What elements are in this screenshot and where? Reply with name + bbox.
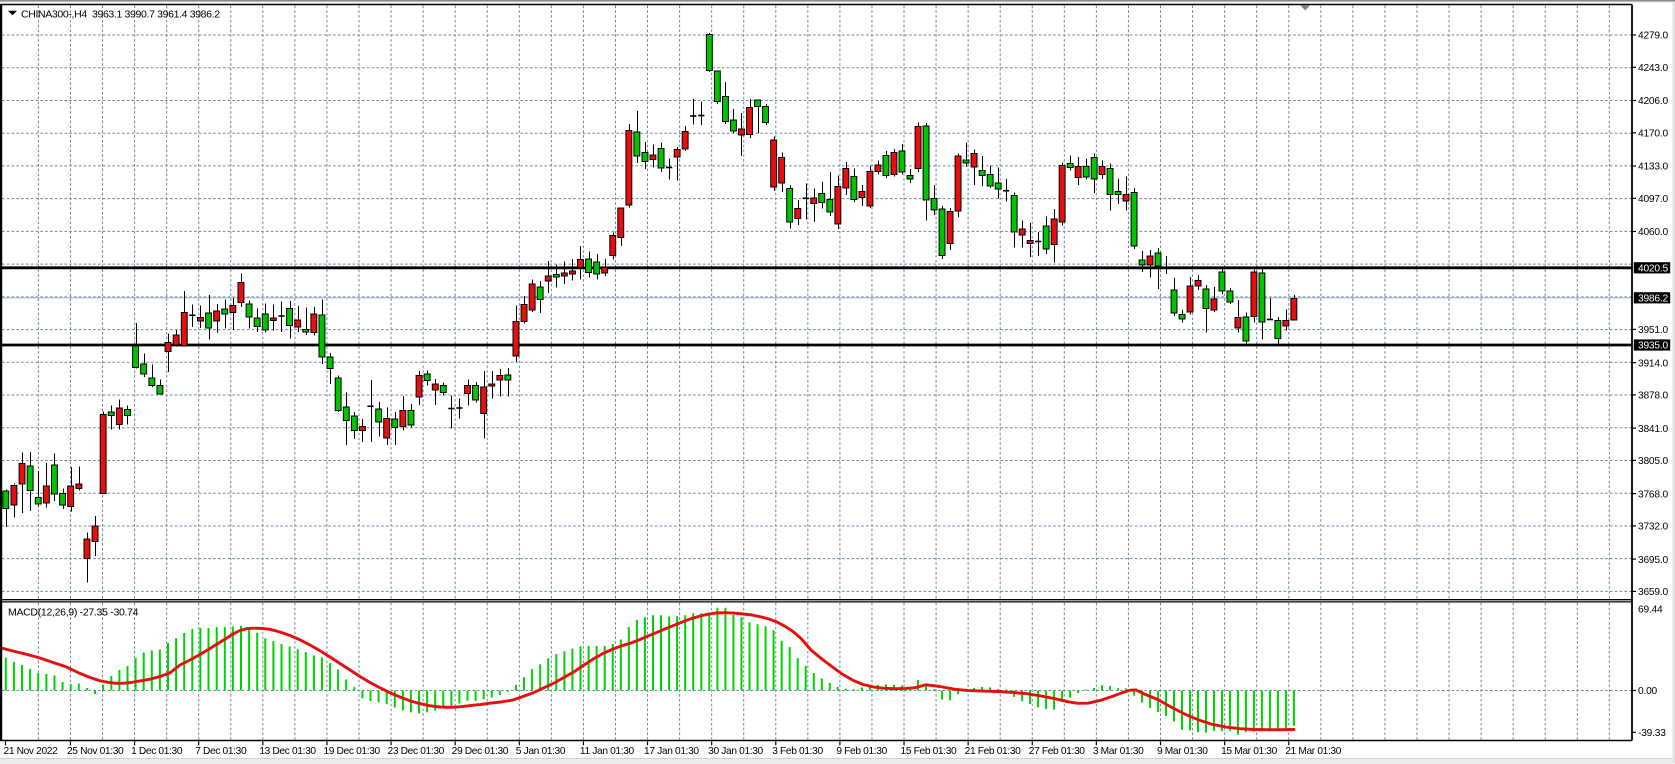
- svg-text:4133.0: 4133.0: [1638, 162, 1668, 173]
- svg-text:3914.0: 3914.0: [1638, 358, 1668, 369]
- svg-text:30 Jan 01:30: 30 Jan 01:30: [708, 746, 763, 757]
- svg-text:3841.0: 3841.0: [1638, 424, 1668, 435]
- svg-text:3935.0: 3935.0: [1638, 341, 1668, 352]
- svg-text:19 Dec 01:30: 19 Dec 01:30: [323, 746, 380, 757]
- svg-text:27 Feb 01:30: 27 Feb 01:30: [1029, 746, 1086, 757]
- svg-text:4060.0: 4060.0: [1638, 227, 1668, 238]
- svg-text:7 Dec 01:30: 7 Dec 01:30: [195, 746, 247, 757]
- svg-text:13 Dec 01:30: 13 Dec 01:30: [259, 746, 316, 757]
- svg-text:15 Feb 01:30: 15 Feb 01:30: [901, 746, 958, 757]
- svg-text:3986.2: 3986.2: [1638, 294, 1668, 305]
- svg-text:3 Feb 01:30: 3 Feb 01:30: [772, 746, 823, 757]
- svg-text:3768.0: 3768.0: [1638, 489, 1668, 500]
- svg-text:4097.0: 4097.0: [1638, 194, 1668, 205]
- svg-text:4243.0: 4243.0: [1638, 63, 1668, 74]
- svg-text:3878.0: 3878.0: [1638, 391, 1668, 402]
- svg-text:21 Nov 2022: 21 Nov 2022: [4, 746, 59, 757]
- svg-text:-39.33: -39.33: [1638, 728, 1666, 739]
- svg-text:9 Mar 01:30: 9 Mar 01:30: [1157, 746, 1208, 757]
- svg-text:3659.0: 3659.0: [1638, 587, 1668, 598]
- svg-text:MACD(12,26,9) -27.35 -30.74: MACD(12,26,9) -27.35 -30.74: [8, 607, 139, 619]
- svg-text:4206.0: 4206.0: [1638, 96, 1668, 107]
- svg-text:3951.0: 3951.0: [1638, 325, 1668, 336]
- svg-text:4020.5: 4020.5: [1638, 264, 1668, 275]
- svg-text:4279.0: 4279.0: [1638, 31, 1668, 42]
- svg-text:21 Feb 01:30: 21 Feb 01:30: [965, 746, 1022, 757]
- svg-text:1 Dec 01:30: 1 Dec 01:30: [131, 746, 183, 757]
- svg-text:3805.0: 3805.0: [1638, 456, 1668, 467]
- svg-text:23 Dec 01:30: 23 Dec 01:30: [388, 746, 445, 757]
- svg-text:3 Mar 01:30: 3 Mar 01:30: [1093, 746, 1144, 757]
- svg-text:0.00: 0.00: [1638, 686, 1658, 697]
- svg-text:4170.0: 4170.0: [1638, 129, 1668, 140]
- svg-text:69.44: 69.44: [1638, 605, 1663, 616]
- svg-text:15 Mar 01:30: 15 Mar 01:30: [1221, 746, 1278, 757]
- svg-text:5 Jan 01:30: 5 Jan 01:30: [516, 746, 566, 757]
- svg-text:21 Mar 01:30: 21 Mar 01:30: [1285, 746, 1342, 757]
- svg-text:11 Jan 01:30: 11 Jan 01:30: [580, 746, 635, 757]
- svg-text:9 Feb 01:30: 9 Feb 01:30: [836, 746, 887, 757]
- svg-text:29 Dec 01:30: 29 Dec 01:30: [452, 746, 509, 757]
- svg-text:3732.0: 3732.0: [1638, 522, 1668, 533]
- svg-text:3695.0: 3695.0: [1638, 555, 1668, 566]
- svg-text:CHINA300-,H4 3963.1 3990.7 39: CHINA300-,H4 3963.1 3990.7 3961.4 3986.2: [21, 8, 220, 20]
- svg-text:25 Nov 01:30: 25 Nov 01:30: [67, 746, 124, 757]
- svg-text:17 Jan 01:30: 17 Jan 01:30: [644, 746, 699, 757]
